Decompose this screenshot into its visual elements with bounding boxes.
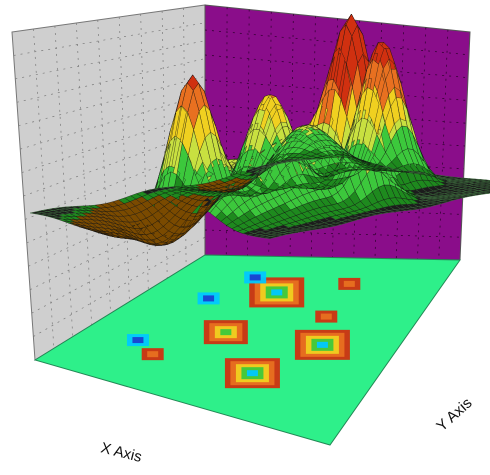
surface-cell [29, 211, 42, 215]
floor-contour-cell [246, 370, 258, 377]
wall-gridline [204, 79, 468, 101]
wall-gridline [31, 218, 206, 314]
floor-contour-cell [203, 295, 215, 302]
floor-contour-cell [220, 329, 232, 336]
wall-gridline [15, 40, 206, 80]
wall-gridline [374, 22, 383, 259]
wall-gridline [183, 7, 187, 267]
floor-contour-cell [320, 313, 332, 320]
y-axis-label: Y Axis [433, 395, 475, 435]
wall-gridline [33, 28, 55, 349]
floor-contour-cell [316, 341, 328, 348]
wall-gridline [75, 22, 93, 326]
floor-contour-cell [147, 351, 159, 358]
wall-gridline [33, 236, 206, 337]
floor-contour-cell [271, 289, 283, 296]
floor-contour-cell [249, 274, 261, 281]
x-axis-label: X Axis [99, 439, 144, 466]
floor-contour-cell [132, 337, 144, 344]
wall-gridline [204, 104, 467, 124]
wall-gridline [204, 54, 469, 78]
floor-contour-map [33, 254, 461, 446]
surface-mesh [29, 13, 490, 246]
floor-contour-cell [343, 280, 355, 287]
wall-gridline [161, 10, 168, 279]
wall-gridline [13, 22, 206, 56]
